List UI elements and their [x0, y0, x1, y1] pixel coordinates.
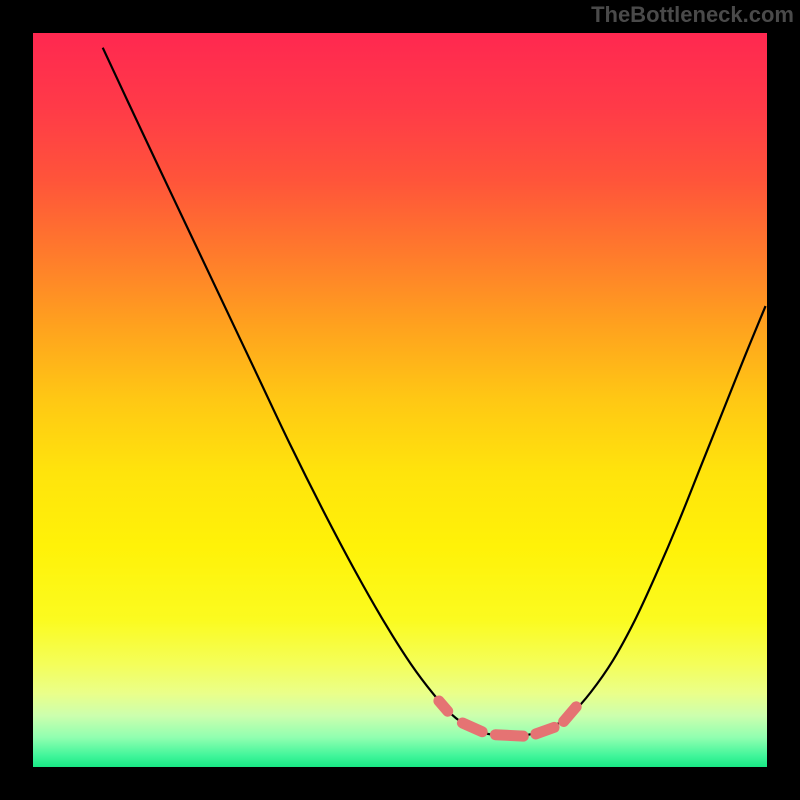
watermark-text: TheBottleneck.com [591, 2, 794, 28]
chart-frame: TheBottleneck.com [0, 0, 800, 800]
plot-background [33, 33, 767, 767]
highlight-dash [495, 735, 523, 736]
chart-svg [0, 0, 800, 800]
highlight-dash [439, 701, 448, 711]
highlight-dash [536, 727, 554, 734]
